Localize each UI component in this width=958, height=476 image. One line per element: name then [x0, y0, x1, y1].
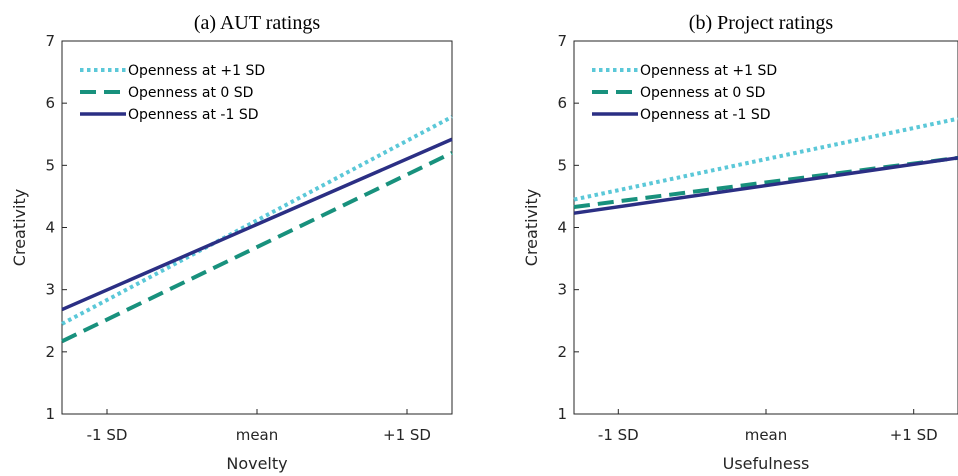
panel-b-ytick-label: 3 [557, 281, 567, 299]
panel-a-legend-label: Openness at 0 SD [128, 85, 253, 101]
panel-a-ytick-label: 3 [45, 281, 55, 299]
panel-a-title: (a) AUT ratings [194, 12, 320, 34]
panel-b-title: (b) Project ratings [689, 12, 834, 34]
panel-b-series-line [573, 156, 958, 215]
panel-b-ytick-label: 2 [557, 343, 567, 361]
panel-b: (b) Project ratings 1 2 3 4 5 6 7 -1 SD mean +1 SD… [522, 12, 958, 473]
panel-a-legend-label: Openness at +1 SD [128, 63, 265, 79]
panel-b-axes-box [573, 40, 958, 415]
panel-a-ytick-label: 1 [45, 405, 55, 423]
panel-a-ytick-label: 4 [45, 219, 55, 237]
panel-b-xlabel: Usefulness [723, 454, 810, 473]
panel-a-ytick-label: 2 [45, 343, 55, 361]
panel-b-ylabel: Creativity [522, 189, 541, 266]
panel-b-legend-label: Openness at -1 SD [640, 107, 771, 123]
panel-a-legend: Openness at +1 SD Openness at 0 SD Opennes… [80, 63, 265, 123]
panel-b-ytick-label: 5 [557, 156, 567, 174]
panel-b-legend-label: Openness at 0 SD [640, 85, 765, 101]
panel-b-ytick-label: 1 [557, 405, 567, 423]
panel-a-series-line [61, 115, 453, 326]
panel-a-ytick-label: 6 [45, 94, 55, 112]
panel-b-legend: Openness at +1 SD Openness at 0 SD Opennes… [592, 63, 777, 123]
panel-a-xlabel: Novelty [226, 454, 287, 473]
panel-a-legend-label: Openness at -1 SD [128, 107, 259, 123]
panel-a-axes-box [61, 40, 453, 415]
panel-b-legend-label: Openness at +1 SD [640, 63, 777, 79]
panel-a-xtick-label: -1 SD [87, 426, 128, 444]
panel-b-xtick-label: +1 SD [890, 426, 938, 444]
panel-b-series-line [573, 116, 958, 202]
panel-a-series-line [61, 151, 453, 344]
panel-b-xtick-label: -1 SD [598, 426, 639, 444]
panel-b-ytick-label: 4 [557, 219, 567, 237]
panel-a-xtick-label: +1 SD [383, 426, 431, 444]
panel-b-xtick-label: mean [745, 426, 788, 444]
panel-a-ytick-label: 7 [45, 32, 55, 50]
panel-a-series-line [61, 137, 453, 312]
panel-a-xtick-label: mean [236, 426, 279, 444]
panel-a-ytick-label: 5 [45, 156, 55, 174]
panel-a-ylabel: Creativity [10, 189, 29, 266]
panel-b-ytick-label: 7 [557, 32, 567, 50]
panel-b-ytick-label: 6 [557, 94, 567, 112]
panel-a: (a) AUT ratings 1 2 3 4 5 6 7 -1 SD mean +1 SD Nove… [10, 12, 453, 473]
